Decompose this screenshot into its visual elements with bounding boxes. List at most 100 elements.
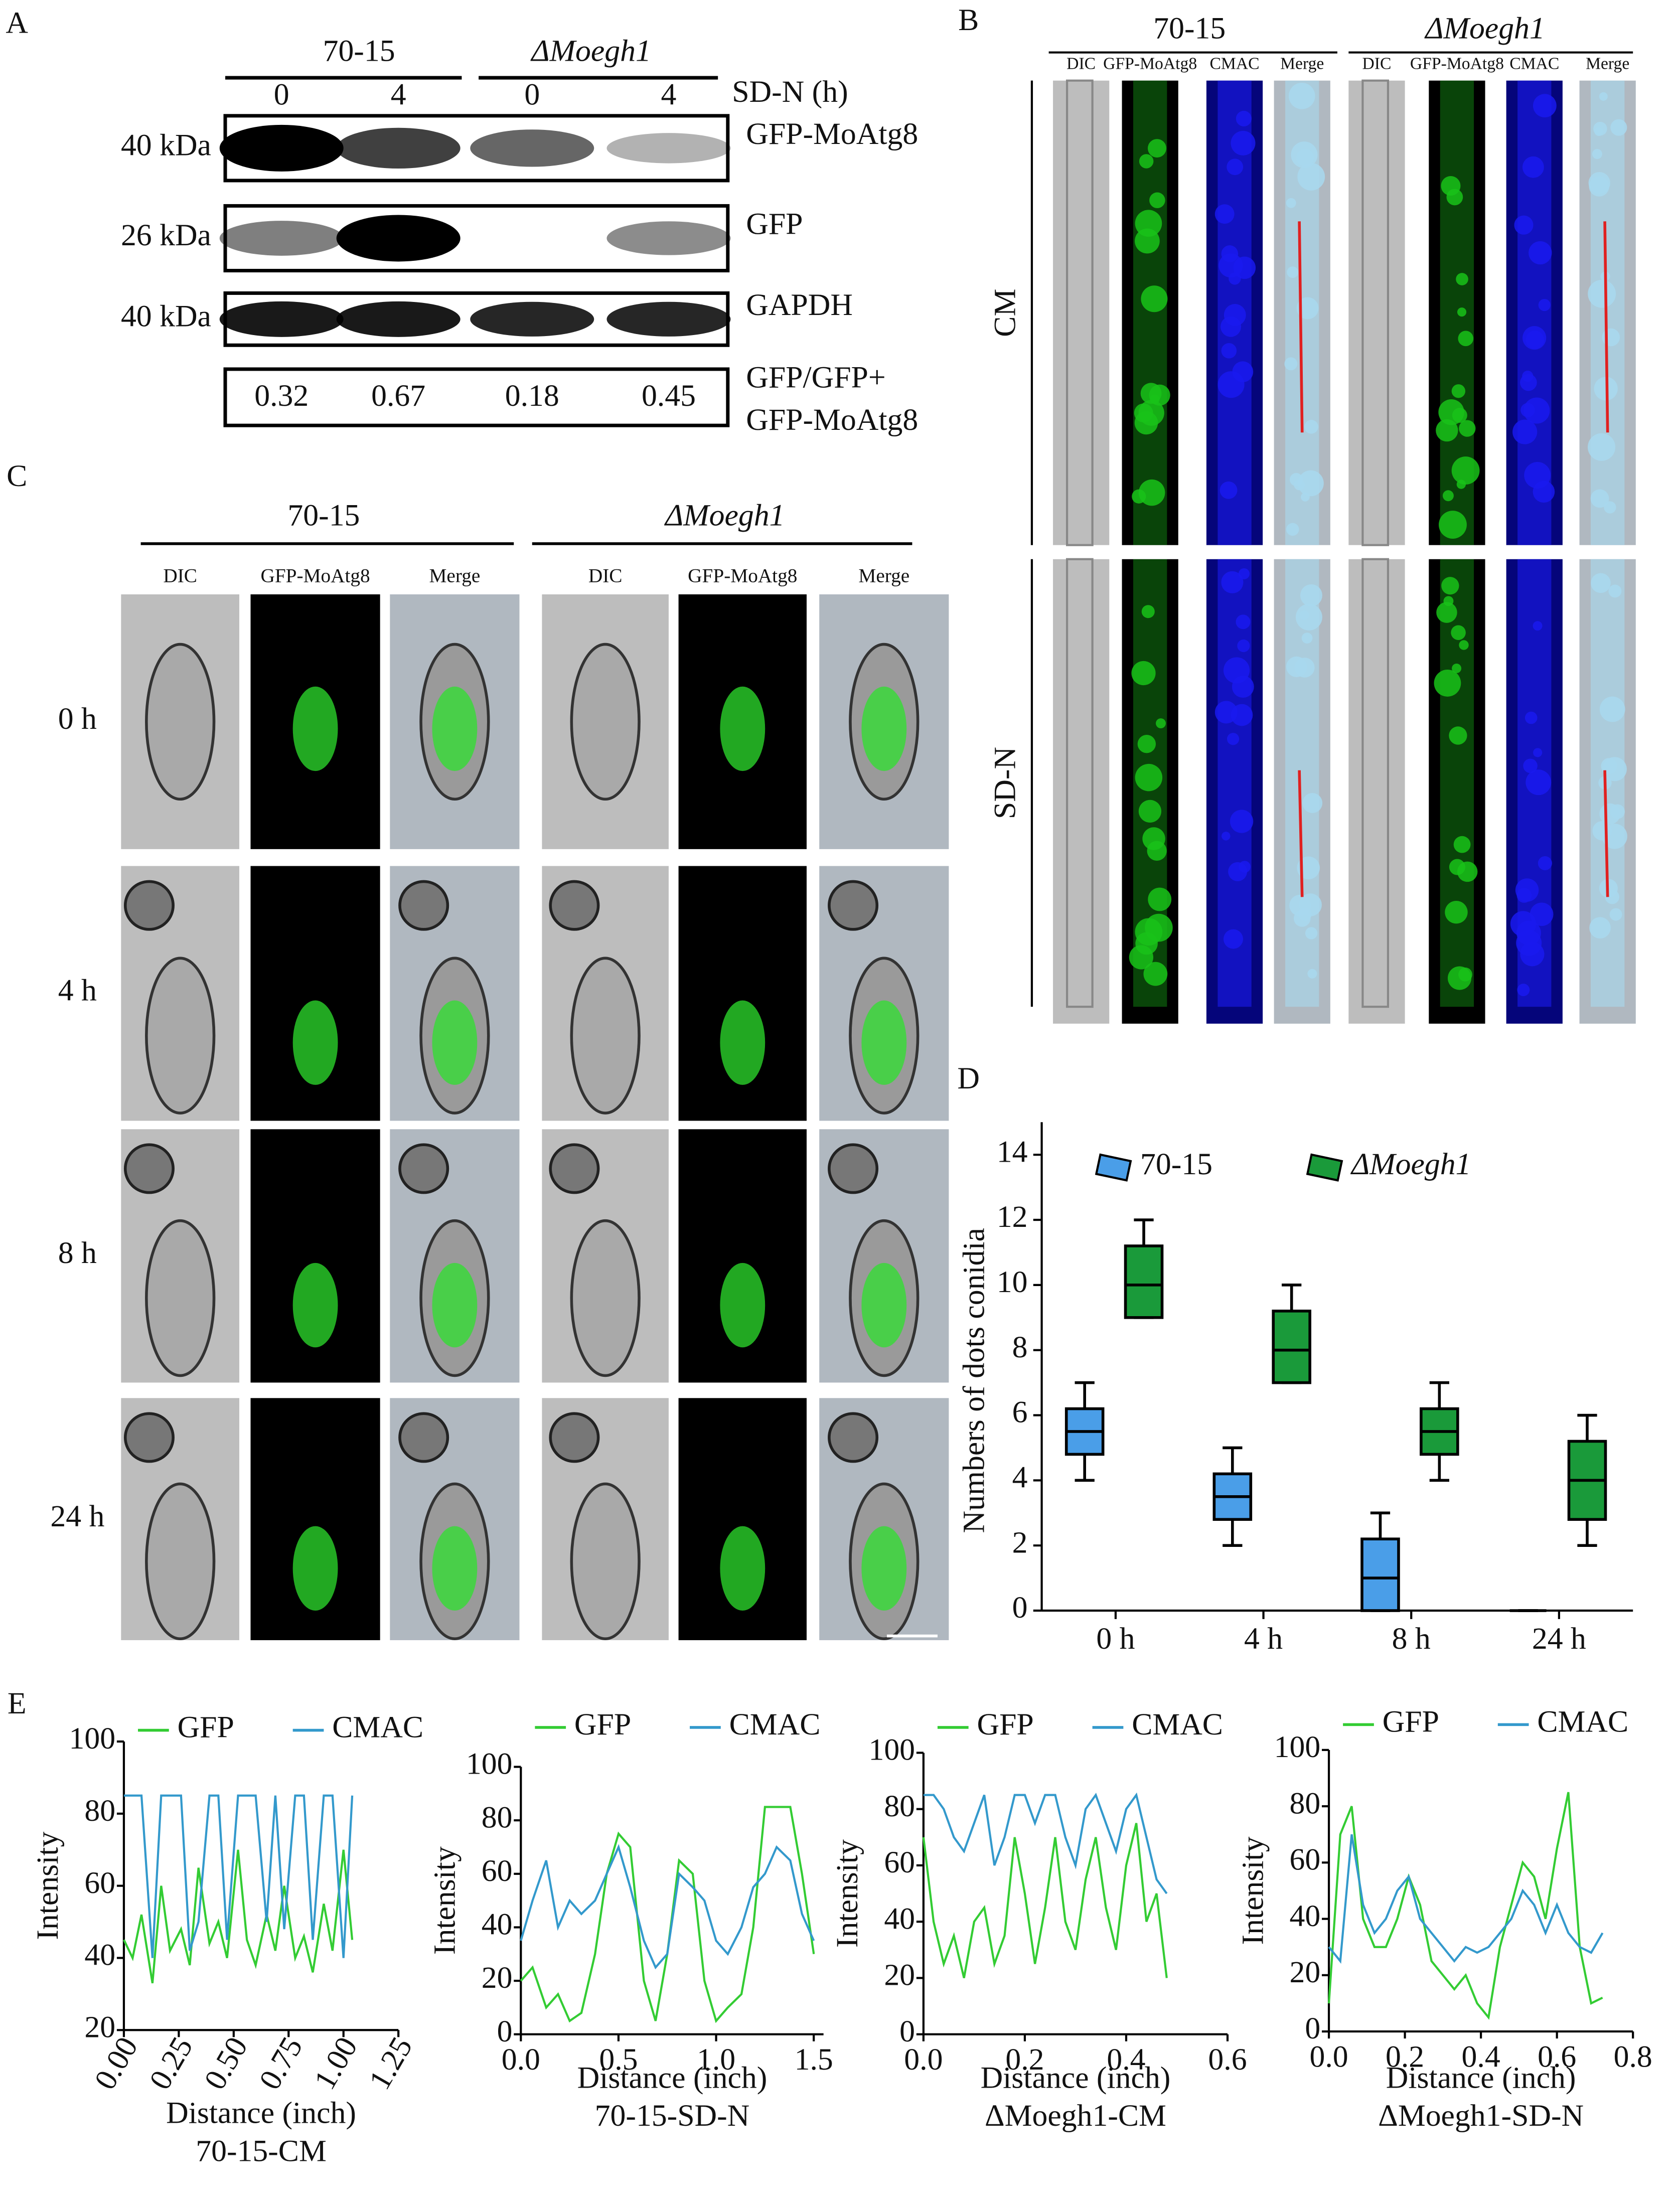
y-tick-label: 6 xyxy=(1012,1395,1028,1430)
band xyxy=(336,127,461,169)
vesicle xyxy=(1221,571,1244,593)
y-tick-label: 100 xyxy=(466,1747,513,1781)
gfp-signal xyxy=(720,1262,766,1348)
vesicle xyxy=(1588,433,1616,461)
y-tick-label: 12 xyxy=(997,1200,1028,1234)
y-tick-label: 40 xyxy=(84,1938,115,1972)
gfp-signal xyxy=(432,686,478,771)
appressorium xyxy=(828,1143,879,1194)
y-tick-label: 8 xyxy=(1012,1330,1028,1364)
vesicle xyxy=(1592,149,1602,160)
x-tick-label: 0.0 xyxy=(904,2042,943,2077)
y-tick-label: 100 xyxy=(868,1733,915,1767)
column-label: GFP-MoAtg8 xyxy=(260,565,370,586)
vesicle xyxy=(1443,596,1454,606)
vesicle xyxy=(1456,273,1468,285)
legend-swatch xyxy=(1095,1153,1132,1182)
vesicle xyxy=(1223,657,1250,684)
band xyxy=(336,301,461,337)
chart-title: 70-15-CM xyxy=(196,2134,327,2168)
appressorium xyxy=(828,1412,879,1463)
row-label: 4 h xyxy=(58,974,97,1008)
vesicle xyxy=(1512,419,1538,444)
vesicle xyxy=(1602,328,1620,347)
y-axis-label: Intensity xyxy=(428,1846,462,1955)
column-label: CMAC xyxy=(1209,55,1259,73)
vesicle xyxy=(1516,930,1542,956)
appressorium xyxy=(549,880,600,931)
vesicle xyxy=(1452,408,1467,423)
y-tick-label: 80 xyxy=(1290,1786,1321,1820)
x-axis-label: Distance (inch) xyxy=(577,2061,768,2095)
band xyxy=(470,129,594,167)
appressorium xyxy=(549,1412,600,1463)
vesicle xyxy=(1139,154,1154,169)
row-label: 24 h xyxy=(50,1499,104,1533)
conidium xyxy=(570,1482,641,1640)
group-label: ΔMoegh1 xyxy=(664,499,785,533)
vesicle xyxy=(1451,456,1480,485)
vesicle xyxy=(1526,330,1545,349)
vesicle xyxy=(1588,279,1616,308)
vesicle xyxy=(1301,493,1310,502)
y-tick-label: 20 xyxy=(84,2010,115,2044)
vesicle xyxy=(1452,663,1462,673)
conidium xyxy=(145,1219,216,1377)
hypha xyxy=(1066,79,1094,546)
y-tick-label: 0 xyxy=(497,2014,513,2048)
row-label: 8 h xyxy=(58,1236,97,1270)
vesicle xyxy=(1524,711,1538,724)
vesicle xyxy=(1599,696,1625,722)
vesicle xyxy=(1601,758,1617,774)
x-tick-label: 0.4 xyxy=(1107,2042,1145,2077)
legend-label: CMAC xyxy=(1132,1707,1223,1742)
x-tick-label: 1.0 xyxy=(697,2042,735,2077)
box xyxy=(1272,1309,1311,1384)
y-tick-label: 60 xyxy=(884,1845,915,1879)
vesicle xyxy=(1291,141,1318,169)
y-tick-label: 100 xyxy=(1274,1730,1321,1764)
x-tick-label: 0.0 xyxy=(502,2042,540,2077)
vesicle xyxy=(1137,735,1156,753)
appressorium xyxy=(398,1412,449,1463)
vesicle xyxy=(1284,357,1298,371)
vesicle xyxy=(1434,670,1461,697)
vesicle xyxy=(1218,253,1243,278)
vesicle xyxy=(1533,748,1543,757)
gfp-signal xyxy=(432,1262,478,1348)
conidium xyxy=(570,957,641,1115)
micrograph xyxy=(1053,80,1110,545)
series-line xyxy=(922,1823,1168,1978)
series-line xyxy=(123,1794,354,1958)
vesicle xyxy=(1538,856,1552,871)
lane-label: 4 xyxy=(661,78,677,112)
x-tick-label: 0.4 xyxy=(1462,2039,1500,2074)
gfp-signal xyxy=(292,1000,338,1085)
vesicle xyxy=(1533,481,1555,503)
vesicle xyxy=(1590,489,1609,508)
vesicle xyxy=(1227,733,1240,745)
vesicle xyxy=(1236,110,1252,127)
ratio-box xyxy=(223,367,730,427)
legend-label: CMAC xyxy=(1537,1705,1628,1739)
vesicle xyxy=(1286,198,1296,208)
vesicle xyxy=(1294,479,1305,491)
vesicle xyxy=(1533,94,1557,118)
vesicle xyxy=(1156,718,1166,729)
vesicle xyxy=(1301,633,1313,644)
x-tick-label: 4 h xyxy=(1244,1622,1283,1656)
x-tick-label: 0 h xyxy=(1096,1622,1135,1656)
size-label: 40 kDa xyxy=(121,128,211,163)
vesicle xyxy=(1533,621,1543,631)
vesicle xyxy=(1224,304,1246,326)
vesicle xyxy=(1300,584,1322,606)
x-tick-label: 0.2 xyxy=(1386,2039,1424,2074)
vesicle xyxy=(1457,861,1478,882)
vesicle xyxy=(1609,908,1622,921)
column-label: Merge xyxy=(1586,55,1629,73)
vesicle xyxy=(1295,603,1322,630)
legend-label: CMAC xyxy=(729,1707,821,1742)
ratio-value: 0.18 xyxy=(505,379,559,413)
y-tick-label: 10 xyxy=(997,1265,1028,1299)
chart-title: 70-15-SD-N xyxy=(595,2099,750,2133)
